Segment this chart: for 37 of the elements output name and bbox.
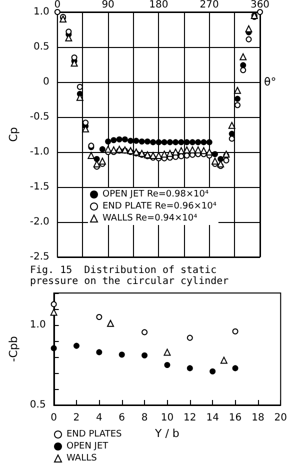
x-tick-label: 8: [141, 412, 148, 424]
y-axis-title: Cp: [7, 127, 20, 142]
y-tick-label: 0.5: [34, 42, 50, 52]
y-tick-label: -2.5: [30, 252, 50, 262]
legend-label: END PLATE Re=0.96×10⁴: [102, 202, 217, 212]
legend-label: WALLS Re=0.94×10⁴: [102, 214, 198, 224]
x-axis-title: Y / b: [154, 426, 180, 440]
legend-label: OPEN JET: [66, 442, 109, 452]
y-axis-title: -Cpb: [7, 336, 20, 362]
legend-label: OPEN JET Re=0.98×10⁴: [102, 190, 209, 200]
y-tick-label: -0.5: [30, 112, 50, 122]
y-tick-label: -1.0: [30, 146, 50, 158]
x-tick-label: 10: [160, 412, 174, 424]
y-tick-label: -2.0: [30, 216, 50, 228]
x-tick-label: 6: [118, 412, 126, 424]
y-tick-label: 1.0: [30, 320, 46, 330]
y-tick-label: -1.5: [30, 182, 50, 192]
x-tick-label: 4: [96, 412, 102, 424]
x-tick-label: 14: [206, 412, 219, 424]
x-tick-label: 12: [184, 412, 196, 424]
x-tick-label: 180: [149, 0, 168, 10]
x-tick-label: 360: [250, 0, 270, 10]
y-tick-label: 0: [43, 76, 50, 88]
y-tick-label: 0.5: [30, 400, 46, 410]
x-tick-label: 2: [73, 412, 80, 424]
x-axis-title: θ°: [264, 76, 276, 88]
x-tick-label: 18: [252, 412, 264, 424]
y-tick-label: 1.0: [34, 6, 50, 18]
x-tick-label: 270: [200, 0, 219, 10]
caption: Fig. 15 Distribution of static pressure on the circular cylinder: [30, 265, 229, 287]
x-tick-label: 0: [50, 412, 57, 424]
legend-label: WALLS: [66, 454, 98, 464]
legend-label: END PLATES: [66, 430, 122, 440]
x-tick-label: 20: [274, 412, 288, 424]
x-tick-label: 0: [54, 0, 61, 10]
x-tick-label: 16: [228, 412, 242, 424]
x-tick-label: 90: [102, 0, 114, 10]
